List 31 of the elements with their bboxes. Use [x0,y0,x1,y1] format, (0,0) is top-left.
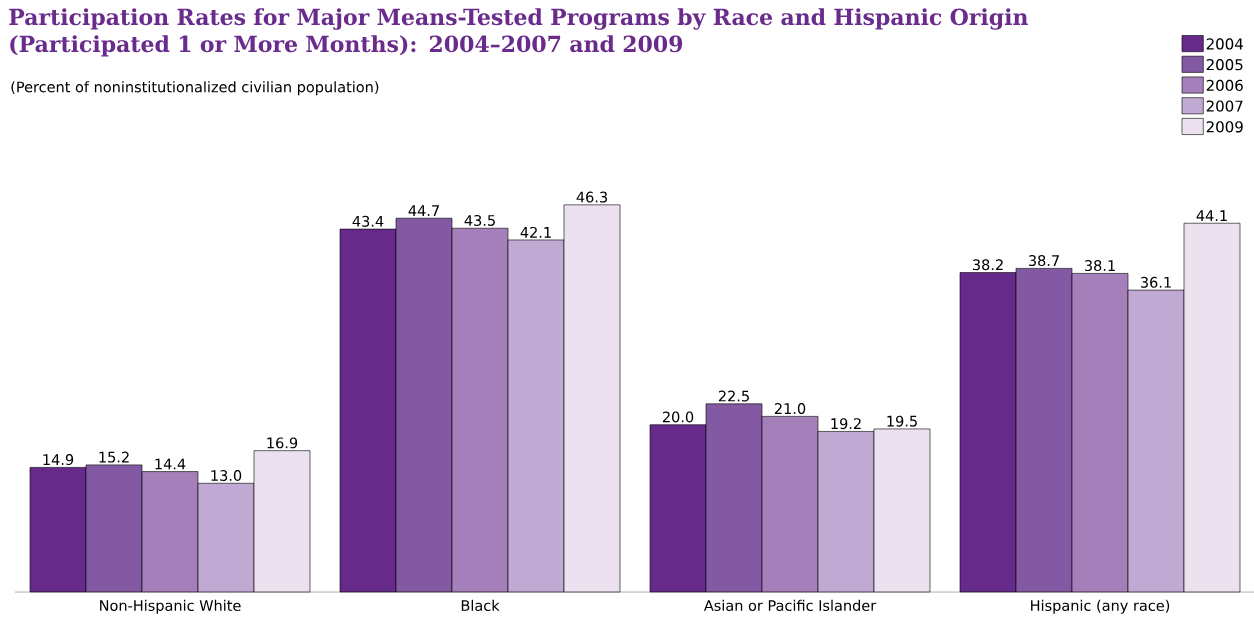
data-label: 38.1 [1084,260,1115,272]
data-label: 15.2 [99,451,129,463]
data-label: 16.9 [267,437,298,449]
chart-title: Participation Rates for Major Means-Tested Programs by Race and Hispanic Origin (Participated 1 or More Months): 2004–2007 and 2009 [9,8,1028,57]
data-label: 14.4 [155,458,186,470]
legend-label: 2004 [1206,38,1243,50]
chart-subtitle: (Percent of noninstitutionalized civilian population) [11,81,379,96]
data-label: 36.1 [1140,276,1171,288]
data-label: 43.5 [464,214,495,226]
data-label: 19.2 [831,418,861,430]
legend-label: 2006 [1206,79,1243,92]
data-label: 20.0 [662,411,694,423]
data-label: 19.5 [887,415,917,427]
data-label: 46.3 [576,191,607,203]
data-label: 38.7 [1028,255,1059,267]
legend-label: 2007 [1206,100,1243,112]
x-tick-label: Hispanic (any race) [1031,599,1170,614]
data-label: 38.2 [972,259,1003,271]
legend-label: 2005 [1206,58,1243,71]
x-tick-label: Asian or Pacific Islander [703,599,877,612]
data-label: 44.1 [1196,210,1227,221]
legend-label: 2009 [1206,121,1243,133]
data-label: 14.9 [43,454,74,466]
data-label: 44.7 [408,205,439,216]
x-tick-label: Non-Hispanic White [100,599,241,614]
data-label: 43.4 [352,215,384,227]
data-label: 22.5 [718,390,749,402]
data-label: 42.1 [520,226,551,238]
data-label: 13.0 [211,470,242,481]
x-tick-label: Black [461,599,500,612]
data-label: 21.0 [774,403,806,415]
